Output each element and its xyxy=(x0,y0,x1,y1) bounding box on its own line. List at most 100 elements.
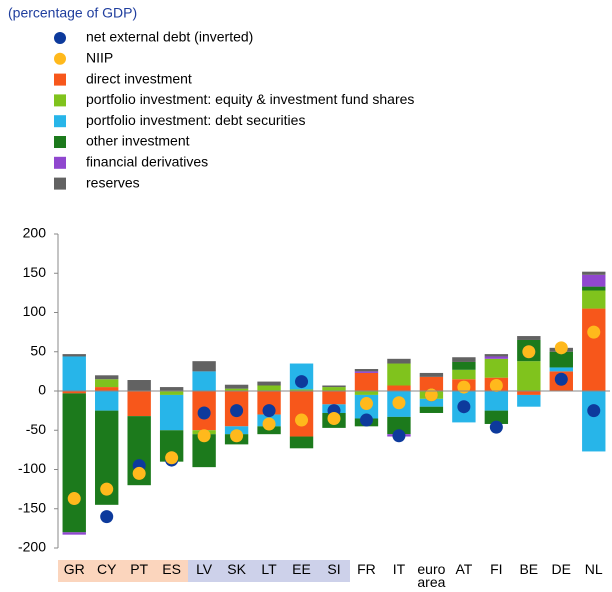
bar-segment xyxy=(387,385,411,391)
bar-segment xyxy=(62,391,86,394)
bar-segment xyxy=(127,380,151,391)
bar-segment xyxy=(95,379,119,388)
legend-label: NIIP xyxy=(86,50,113,66)
bar-segment xyxy=(582,308,606,391)
bar-segment xyxy=(159,387,184,391)
bar-segment xyxy=(419,398,444,407)
legend-swatch xyxy=(54,94,66,107)
bar-segment xyxy=(62,532,86,535)
legend-swatch xyxy=(54,177,66,190)
dot xyxy=(457,400,471,414)
bar-segment xyxy=(517,394,541,407)
bar-segment xyxy=(159,430,184,462)
dot xyxy=(67,492,81,506)
bar-segment xyxy=(95,387,119,391)
x-tick-label: SI xyxy=(317,560,351,582)
x-tick-label: NL xyxy=(584,561,603,577)
bar-segment xyxy=(419,376,444,391)
bar-segment xyxy=(62,393,86,533)
x-tick-label: BE xyxy=(519,561,539,577)
legend-label: net external debt (inverted) xyxy=(86,29,253,45)
dot xyxy=(262,404,276,418)
bar-segment xyxy=(192,434,216,468)
dot xyxy=(197,429,211,443)
bar-segment xyxy=(62,354,86,357)
legend-dot xyxy=(54,32,66,44)
y-tick-label: 200 xyxy=(23,225,47,241)
bar-segment xyxy=(549,351,573,368)
bar-segment xyxy=(452,361,476,370)
x-tick-label: DE xyxy=(551,561,571,577)
x-tick-label: FR xyxy=(357,561,376,577)
legend-swatch xyxy=(54,136,66,148)
y-tick-label: 150 xyxy=(23,264,47,280)
dot xyxy=(100,510,114,524)
bar-segment xyxy=(224,388,249,391)
bar-segment xyxy=(95,391,119,411)
x-tick-label: ES xyxy=(155,560,188,582)
bar-segment xyxy=(322,387,346,391)
legend-label: other investment xyxy=(86,133,190,149)
x-tick-label: GR xyxy=(58,560,91,582)
legend-swatch xyxy=(54,73,66,86)
dot xyxy=(554,372,568,386)
dot xyxy=(295,413,309,427)
bar-segment xyxy=(289,389,314,391)
bar-segment xyxy=(257,381,281,386)
x-tick-label: PT xyxy=(122,560,156,582)
y-tick-label: 50 xyxy=(30,342,46,358)
legend-label: portfolio investment: equity & investmen… xyxy=(86,91,414,107)
x-tick-label: LT xyxy=(252,560,286,582)
bar-segment xyxy=(419,406,444,413)
y-tick-label: 0 xyxy=(38,382,46,398)
bar-segment xyxy=(354,371,379,373)
dot xyxy=(132,466,146,480)
bar-segment xyxy=(95,410,119,505)
x-tick-label: IT xyxy=(392,561,406,577)
dot xyxy=(522,345,536,359)
bar-segment xyxy=(484,410,509,424)
y-tick-label: -150 xyxy=(18,499,46,515)
bar-segment xyxy=(289,436,314,449)
y-tick-label: -100 xyxy=(18,460,46,476)
bar-segment xyxy=(192,371,216,391)
bar-segment xyxy=(127,391,151,417)
dot xyxy=(489,379,503,393)
bar-segment xyxy=(95,375,119,380)
legend-label: reserves xyxy=(86,174,140,190)
dot xyxy=(587,325,601,339)
bar-segment xyxy=(582,274,606,287)
x-tick-label: SK xyxy=(220,560,253,582)
bar-segment xyxy=(322,391,346,405)
dot xyxy=(554,341,568,355)
legend-dot xyxy=(54,52,66,65)
bar-segment xyxy=(62,356,86,391)
bar-segment xyxy=(517,391,541,395)
bar-segment xyxy=(484,391,509,411)
bar-segment xyxy=(582,286,606,291)
dot xyxy=(424,388,438,402)
dot xyxy=(327,411,341,425)
x-tick-label: AT xyxy=(455,561,473,577)
legend-label: financial derivatives xyxy=(86,154,208,170)
dot xyxy=(489,420,503,434)
dot xyxy=(587,404,601,418)
y-tick-label: 100 xyxy=(23,303,47,319)
legend-label: direct investment xyxy=(86,70,192,86)
bar-segment xyxy=(192,361,216,372)
legend-swatch xyxy=(54,156,66,169)
bar-segment xyxy=(452,369,476,380)
x-tick-label: EE xyxy=(285,560,318,582)
dot xyxy=(359,413,373,427)
dot xyxy=(197,406,211,420)
bar-segment xyxy=(354,391,379,395)
x-tick-label: LV xyxy=(187,560,221,582)
bar-segment xyxy=(257,385,281,391)
bar-segment xyxy=(484,356,509,359)
legend-swatch xyxy=(54,115,66,128)
dot xyxy=(100,482,114,496)
dot xyxy=(457,380,471,394)
bar-segment xyxy=(322,385,346,388)
